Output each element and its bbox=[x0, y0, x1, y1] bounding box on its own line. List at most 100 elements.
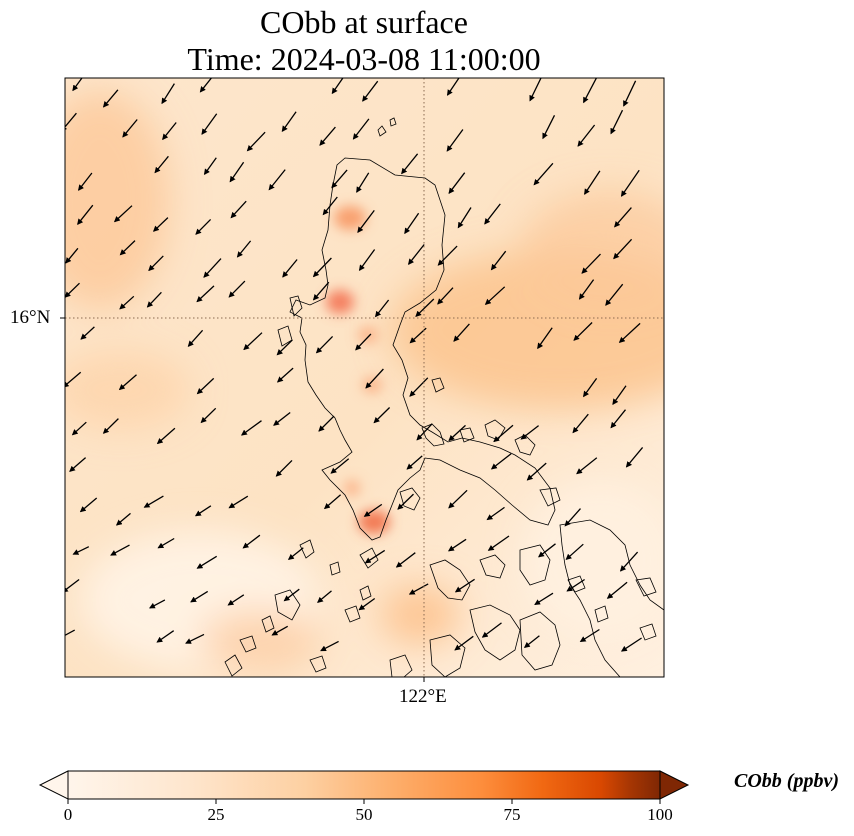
wind-arrow bbox=[79, 497, 98, 513]
wind-vectors bbox=[65, 78, 644, 652]
wind-arrow bbox=[229, 161, 245, 183]
wind-arrow bbox=[115, 512, 131, 526]
wind-arrow bbox=[534, 592, 554, 606]
wind-arrow bbox=[275, 459, 293, 477]
map-time-subtitle: Time: 2024-03-08 11:00:00 bbox=[187, 41, 541, 77]
wind-arrow bbox=[80, 326, 95, 340]
wind-arrow bbox=[415, 298, 435, 317]
wind-arrow bbox=[102, 89, 119, 108]
wind-arrow bbox=[287, 547, 304, 561]
wind-arrow bbox=[157, 537, 175, 549]
wind-arrow bbox=[578, 279, 595, 300]
wind-arrow bbox=[358, 597, 376, 611]
wind-arrow bbox=[374, 299, 390, 318]
wind-arrow bbox=[446, 78, 460, 96]
wind-arrow bbox=[72, 78, 83, 92]
wind-arrow bbox=[453, 323, 470, 342]
colorbar-tick-25: 25 bbox=[207, 805, 225, 824]
colorbar-ramp bbox=[68, 771, 660, 799]
wind-arrow bbox=[331, 169, 348, 189]
colorbar-tick-100: 100 bbox=[647, 805, 673, 824]
wind-arrow bbox=[65, 247, 79, 264]
wind-arrow bbox=[613, 238, 633, 260]
wind-arrow bbox=[194, 505, 212, 517]
wind-arrow bbox=[149, 599, 166, 609]
wind-arrow bbox=[102, 418, 119, 434]
wind-arrow bbox=[65, 629, 76, 639]
wind-arrow bbox=[282, 259, 298, 278]
wind-arrow bbox=[315, 335, 334, 354]
wind-arrow bbox=[236, 240, 252, 258]
wind-arrow bbox=[283, 588, 300, 602]
wind-arrow bbox=[446, 129, 464, 152]
wind-arrow bbox=[565, 543, 584, 560]
wind-arrow bbox=[154, 155, 169, 174]
colorbar-tick-0: 0 bbox=[63, 805, 73, 824]
wind-arrow bbox=[358, 249, 376, 272]
wind-arrow bbox=[407, 244, 425, 265]
wind-arrow bbox=[185, 633, 205, 644]
map-frame bbox=[64, 77, 665, 678]
wind-arrow bbox=[610, 109, 624, 135]
wind-arrow bbox=[357, 210, 375, 233]
wind-arrow bbox=[318, 415, 335, 432]
wind-arrow bbox=[196, 555, 218, 569]
colorbar bbox=[38, 770, 690, 804]
wind-arrow bbox=[148, 255, 164, 272]
wind-arrow bbox=[576, 457, 598, 475]
wind-arrow bbox=[584, 170, 601, 195]
wind-arrow bbox=[397, 493, 414, 510]
wind-arrow bbox=[538, 543, 556, 558]
wind-arrow bbox=[322, 196, 338, 216]
wind-arrow bbox=[156, 630, 175, 643]
wind-arrow bbox=[273, 411, 291, 426]
wind-arrow bbox=[227, 594, 245, 606]
wind-arrow bbox=[448, 172, 466, 194]
wind-arrow bbox=[566, 578, 585, 592]
wind-arrow bbox=[605, 283, 624, 306]
map-title: CObb at surface bbox=[260, 4, 468, 40]
wind-arrow bbox=[113, 205, 133, 223]
wind-arrow bbox=[355, 333, 372, 351]
wind-arrow bbox=[448, 489, 468, 509]
wind-arrow bbox=[352, 118, 370, 140]
wind-arrow bbox=[583, 78, 598, 104]
wind-arrow bbox=[195, 218, 212, 235]
wind-arrow bbox=[523, 635, 540, 649]
wind-arrow bbox=[490, 250, 507, 271]
concentration-plumes bbox=[65, 90, 664, 670]
wind-arrow bbox=[606, 581, 628, 599]
wind-arrow bbox=[317, 590, 332, 603]
wind-arrow bbox=[481, 622, 502, 638]
wind-arrow bbox=[564, 508, 581, 527]
wind-arrow bbox=[416, 423, 433, 441]
wind-arrow bbox=[395, 552, 416, 568]
wind-arrow bbox=[610, 409, 627, 429]
wind-arrow bbox=[406, 455, 423, 470]
wind-arrow bbox=[579, 628, 600, 643]
wind-arrow bbox=[162, 122, 177, 141]
wind-arrow bbox=[409, 377, 429, 397]
wind-arrow bbox=[583, 378, 598, 398]
wind-arrow bbox=[77, 204, 94, 225]
wind-arrow bbox=[312, 281, 330, 301]
wind-arrow bbox=[542, 115, 556, 140]
wind-arrow bbox=[143, 495, 164, 508]
wind-arrow bbox=[240, 420, 262, 436]
wind-arrow bbox=[331, 78, 344, 95]
wind-arrow bbox=[190, 590, 209, 603]
wind-arrow bbox=[323, 494, 342, 510]
wind-arrow bbox=[146, 291, 162, 308]
wind-arrow bbox=[72, 546, 90, 555]
wind-arrow bbox=[404, 212, 420, 235]
wind-arrow bbox=[161, 83, 175, 105]
colorbar-extend-min bbox=[38, 770, 69, 800]
wind-arrow bbox=[77, 172, 93, 191]
concentration-field bbox=[65, 78, 664, 677]
wind-arrow bbox=[493, 424, 514, 443]
wind-arrow bbox=[200, 407, 217, 424]
wind-arrow bbox=[246, 131, 266, 152]
wind-arrow bbox=[612, 385, 627, 406]
colorbar-tick-50: 50 bbox=[355, 805, 373, 824]
